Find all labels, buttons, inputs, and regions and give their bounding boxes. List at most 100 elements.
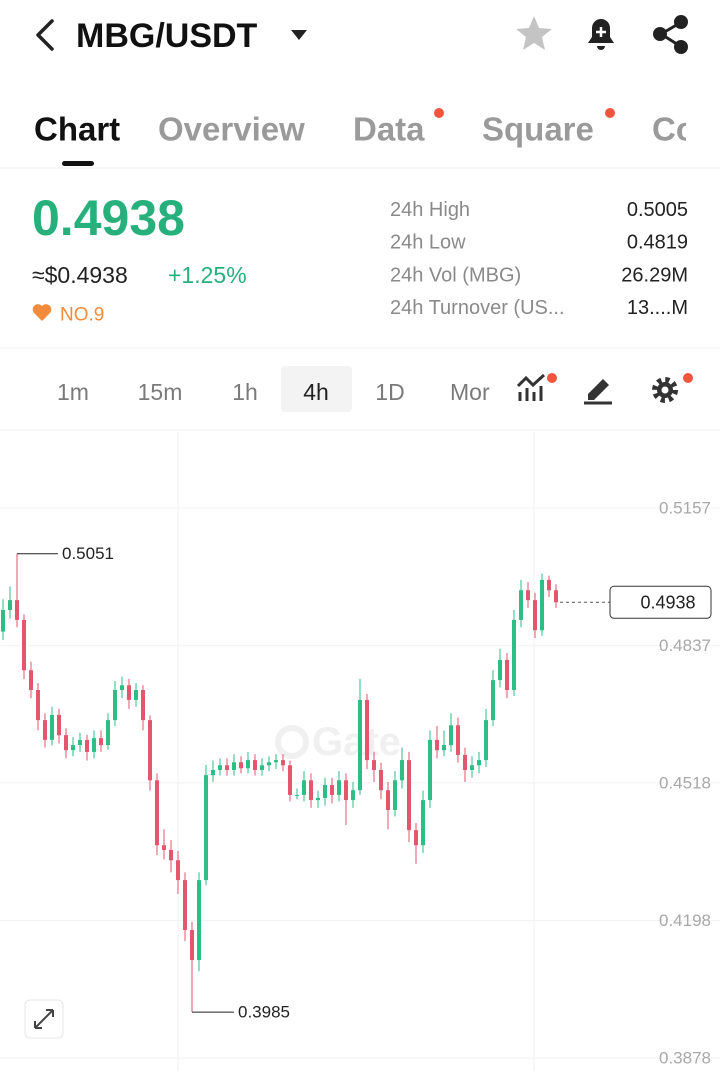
- interval[interactable]: 4h: [303, 379, 329, 405]
- pair-title[interactable]: MBG/USDT: [76, 17, 258, 55]
- last-price: 0.4938: [32, 190, 185, 246]
- rank[interactable]: NO.9: [60, 305, 104, 326]
- candle-body: [386, 790, 390, 810]
- candle-body: [379, 769, 383, 791]
- candle-body: [540, 579, 544, 631]
- draw-icon[interactable]: [584, 379, 612, 405]
- tab-bar: Chart Overview Data Square Co: [34, 111, 696, 148]
- watermark: Gate: [275, 720, 401, 764]
- candle-body: [295, 794, 299, 796]
- candle-body: [414, 830, 418, 846]
- indicator-icon[interactable]: [516, 373, 546, 401]
- tab[interactable]: Square: [482, 111, 594, 148]
- candle-body: [449, 725, 453, 746]
- candle-body: [204, 775, 208, 881]
- stat-label: 24h High: [390, 199, 470, 221]
- settings-icon[interactable]: [652, 377, 678, 403]
- candle-body: [92, 738, 96, 752]
- candle-body: [267, 762, 271, 766]
- candle-body: [155, 780, 159, 846]
- fullscreen-button[interactable]: [24, 999, 64, 1039]
- usd-price: ≈$0.4938: [32, 262, 128, 288]
- interval-bar: 1m 15m 1h 4h 1D Mor: [57, 379, 490, 405]
- candle-body: [246, 760, 250, 769]
- candle-body: [400, 760, 404, 781]
- tab[interactable]: Chart: [34, 111, 120, 148]
- favorite-icon[interactable]: [516, 16, 552, 50]
- candle-body: [519, 590, 523, 620]
- candle-body: [8, 600, 12, 611]
- pair-dropdown[interactable]: [291, 30, 307, 40]
- last-price-label: 0.4938: [640, 592, 695, 612]
- interval[interactable]: 1m: [57, 379, 89, 405]
- interval[interactable]: 15m: [138, 379, 183, 405]
- candle-body: [260, 765, 264, 770]
- y-tick-label: 0.3878: [659, 1049, 711, 1068]
- active-interval-bg: [281, 366, 352, 412]
- active-tab-indicator: [62, 161, 94, 166]
- tab[interactable]: Overview: [158, 111, 305, 148]
- candle-body: [176, 860, 180, 881]
- interval[interactable]: 1h: [232, 379, 258, 405]
- candle-body: [57, 714, 61, 736]
- candle-body: [351, 790, 355, 801]
- interval[interactable]: 1D: [375, 379, 404, 405]
- y-tick-label: 0.4518: [659, 773, 711, 792]
- candle-body: [253, 760, 257, 770]
- watermark-text: Gate: [312, 720, 401, 764]
- candle-body: [456, 725, 460, 755]
- stat-value: 0.4819: [627, 232, 688, 254]
- candle-body: [428, 739, 432, 801]
- candle-body: [421, 800, 425, 846]
- candle-body: [316, 797, 320, 801]
- candle-body: [491, 680, 495, 721]
- candle-body: [106, 720, 110, 746]
- candle-body: [344, 780, 348, 801]
- candle-body: [197, 880, 201, 961]
- candle-body: [239, 762, 243, 769]
- candle-body: [64, 735, 68, 751]
- tab[interactable]: Data: [353, 111, 425, 148]
- candle-body: [393, 780, 397, 810]
- candle-body: [274, 760, 278, 763]
- candle-body: [85, 739, 89, 752]
- tab[interactable]: Co: [652, 111, 696, 148]
- candle-body: [29, 670, 33, 691]
- rank-icon: [32, 304, 52, 321]
- candle-body: [78, 739, 82, 746]
- candle-body: [22, 619, 26, 671]
- candle-body: [232, 762, 236, 770]
- stat-value: 26.29M: [621, 264, 688, 286]
- candle-body: [169, 849, 173, 861]
- back-button[interactable]: [36, 19, 54, 51]
- candle-body: [407, 760, 411, 831]
- candle-body: [330, 785, 334, 795]
- stat-label: 24h Vol (MBG): [390, 264, 521, 286]
- candle-body: [554, 590, 558, 603]
- y-tick-label: 0.4198: [659, 911, 711, 930]
- candle-body: [190, 929, 194, 961]
- alert-icon[interactable]: [588, 19, 614, 50]
- candle-body: [218, 765, 222, 770]
- interval[interactable]: Mor: [450, 379, 490, 405]
- candle-body: [442, 745, 446, 751]
- stat-label: 24h Low: [390, 232, 466, 254]
- candle-body: [225, 765, 229, 770]
- candle-body: [15, 600, 19, 620]
- candle-body: [358, 699, 362, 791]
- stats: 24h High 0.5005 24h Low 0.4819 24h Vol (MBG)…: [390, 199, 688, 319]
- candle-body: [43, 720, 47, 740]
- candle-body: [99, 738, 103, 746]
- share-icon[interactable]: [653, 15, 688, 54]
- candle-body: [323, 785, 327, 798]
- candle-body: [477, 760, 481, 766]
- candle-body: [281, 760, 285, 766]
- candle-body: [1, 610, 5, 632]
- max-label: 0.5051: [62, 544, 114, 563]
- notification-dot: [605, 108, 615, 118]
- candle-body: [498, 659, 502, 681]
- candle-body: [484, 720, 488, 761]
- candle-body: [288, 765, 292, 795]
- candle-body: [162, 845, 166, 850]
